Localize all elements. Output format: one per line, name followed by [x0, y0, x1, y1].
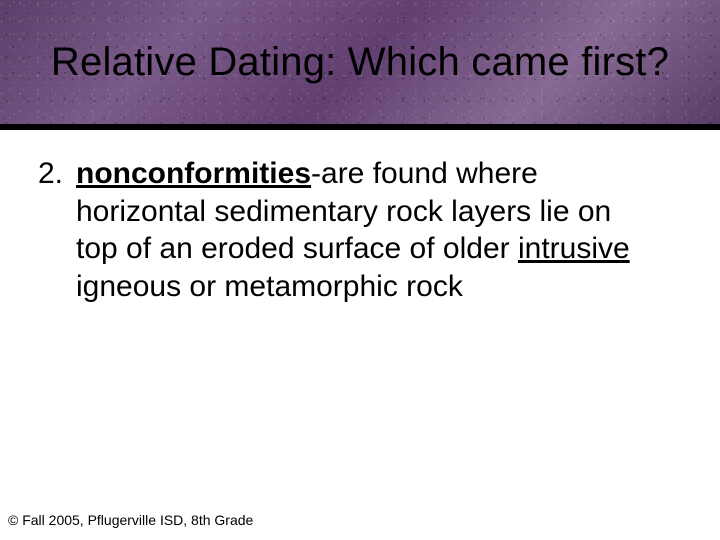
body-after-term: -are found where [311, 157, 538, 190]
slide-title: Relative Dating: Which came first? [51, 40, 669, 85]
body-area: 2. nonconformities-are found where horiz… [38, 155, 680, 305]
body-line4: igneous or metamorphic rock [76, 270, 463, 303]
list-item: 2. nonconformities-are found where horiz… [38, 155, 680, 305]
list-number: 2. [38, 155, 76, 193]
title-band: Relative Dating: Which came first? [0, 0, 720, 130]
list-body: nonconformities-are found where horizont… [76, 155, 680, 305]
body-line3-before: top of an eroded surface of older [76, 232, 518, 265]
body-line2: horizontal sedimentary rock layers lie o… [76, 195, 611, 228]
keyword-intrusive: intrusive [518, 232, 630, 265]
slide: Relative Dating: Which came first? 2. no… [0, 0, 720, 540]
footer-copyright: © Fall 2005, Pflugerville ISD, 8th Grade [8, 512, 253, 528]
term-nonconformities: nonconformities [76, 157, 311, 190]
